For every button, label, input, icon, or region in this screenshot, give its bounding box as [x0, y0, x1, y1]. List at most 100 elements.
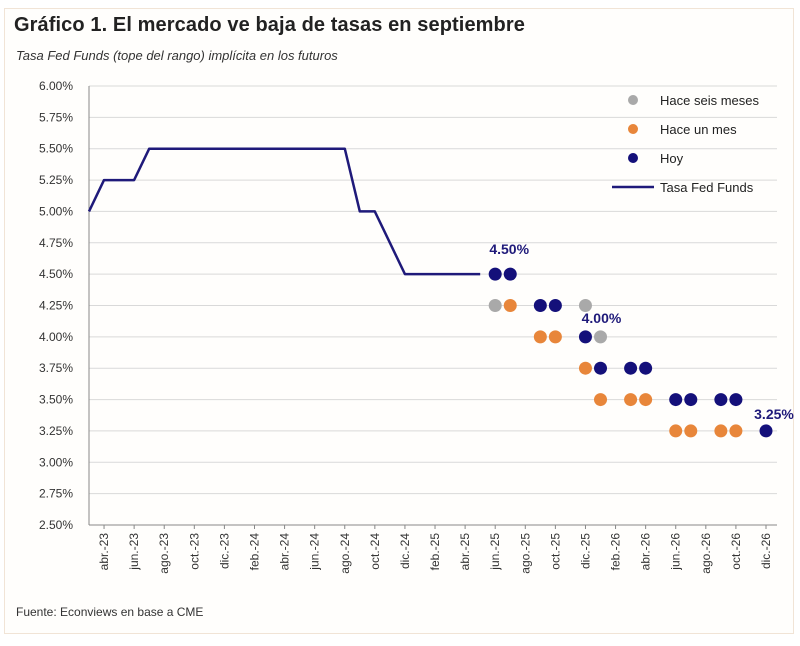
x-tick-label: oct.-23 — [187, 533, 201, 570]
x-tick-label: oct.-25 — [548, 533, 562, 570]
x-tick-group: dic.-23 — [217, 533, 231, 569]
y-tick-label: 6.00% — [39, 79, 73, 93]
x-tick-label: jun.-24 — [308, 533, 322, 571]
dot-hoy — [533, 299, 547, 312]
line-layer — [87, 147, 481, 276]
legend-swatch-hace-un-mes — [628, 124, 638, 134]
y-tick-label: 4.75% — [39, 236, 73, 250]
x-tick-label: jun.-23 — [127, 533, 141, 571]
x-tick-group: abr.-26 — [639, 533, 653, 571]
grid-layer — [89, 85, 777, 495]
series-line-tasa-fed-funds — [87, 147, 481, 276]
dot-hoy — [624, 361, 638, 375]
x-tick-group: oct.-26 — [729, 533, 743, 570]
x-tick-group: feb.-26 — [609, 533, 623, 571]
legend-label-hace-seis-meses: Hace seis meses — [660, 93, 759, 108]
x-tick-group: jun.-24 — [308, 533, 322, 571]
x-tick-group: ago.-25 — [518, 533, 532, 574]
annotation-layer: 4.50% 4.00% 3.25% — [489, 241, 794, 422]
x-tick-group: ago.-23 — [157, 533, 171, 574]
dot-hace-un-mes — [714, 424, 728, 438]
axis-layer: 2.50% 2.75% 3.00% 3.25% 3.50% 3.75% 4.00% 4.25%… — [39, 79, 777, 574]
dot-hoy — [488, 267, 502, 281]
y-tick-label: 3.25% — [39, 424, 73, 438]
legend-label-tasa-fed-funds: Tasa Fed Funds — [660, 180, 754, 195]
x-tick-label: ago.-23 — [157, 533, 171, 574]
y-tick-label: 3.50% — [39, 393, 73, 407]
x-tick-group: oct.-24 — [368, 533, 382, 570]
y-tick-label: 4.25% — [39, 299, 73, 313]
dot-hace-seis-meses — [488, 299, 502, 312]
legend: Hace seis meses Hace un mes Hoy Tasa Fed Fu… — [612, 93, 759, 195]
x-tick-label: feb.-26 — [609, 533, 623, 571]
x-tick-group: abr.-24 — [278, 533, 292, 571]
x-tick-label: feb.-25 — [428, 533, 442, 571]
dot-hoy — [714, 393, 728, 407]
y-tick-label: 5.25% — [39, 173, 73, 187]
y-tick-label: 5.50% — [39, 142, 73, 156]
y-tick-label: 3.75% — [39, 361, 73, 375]
dot-hace-un-mes — [639, 393, 653, 407]
dot-hace-un-mes — [503, 299, 517, 312]
dot-hoy — [669, 393, 683, 407]
dot-hace-un-mes — [578, 361, 592, 375]
y-tick-label: 3.00% — [39, 455, 73, 469]
y-tick-label: 4.00% — [39, 330, 73, 344]
legend-swatch-hace-seis-meses — [628, 95, 638, 105]
x-tick-label: ago.-24 — [338, 533, 352, 574]
dot-hoy — [729, 393, 743, 407]
dot-hace-un-mes — [533, 330, 547, 344]
dot-hoy — [548, 299, 562, 312]
data-label: 4.50% — [489, 241, 529, 257]
x-tick-label: ago.-26 — [699, 533, 713, 574]
x-tick-group: abr.-23 — [97, 533, 111, 571]
dot-hoy — [503, 267, 517, 281]
dot-hoy — [594, 361, 608, 375]
y-tick-label: 5.75% — [39, 110, 73, 124]
dot-hace-un-mes — [624, 393, 638, 407]
x-tick-label: feb.-24 — [247, 533, 261, 571]
dot-hace-un-mes — [729, 424, 743, 438]
x-tick-label: ago.-25 — [518, 533, 532, 574]
x-tick-label: abr.-25 — [458, 533, 472, 571]
x-tick-group: abr.-25 — [458, 533, 472, 571]
x-tick-label: abr.-23 — [97, 533, 111, 571]
y-tick-label: 4.50% — [39, 267, 73, 281]
legend-label-hace-un-mes: Hace un mes — [660, 122, 737, 137]
x-tick-group: feb.-25 — [428, 533, 442, 571]
x-tick-label: jun.-25 — [488, 533, 502, 571]
data-label: 4.00% — [582, 310, 622, 326]
dot-hace-seis-meses — [578, 299, 592, 312]
x-tick-group: ago.-24 — [338, 533, 352, 574]
x-tick-label: dic.-26 — [759, 533, 773, 569]
data-label: 3.25% — [754, 406, 794, 422]
dot-hace-un-mes — [669, 424, 683, 438]
x-tick-label: oct.-26 — [729, 533, 743, 570]
dot-hace-un-mes — [684, 424, 698, 438]
x-tick-group: feb.-24 — [247, 533, 261, 571]
x-tick-group: oct.-25 — [548, 533, 562, 570]
x-tick-group: dic.-25 — [578, 533, 592, 569]
dot-hace-seis-meses — [594, 330, 608, 344]
x-tick-label: abr.-26 — [639, 533, 653, 571]
dot-hoy — [578, 330, 592, 344]
legend-swatch-hoy — [628, 153, 638, 163]
legend-label-hoy: Hoy — [660, 151, 684, 166]
dot-hoy — [639, 361, 653, 375]
x-tick-group: dic.-26 — [759, 533, 773, 569]
x-tick-label: dic.-25 — [578, 533, 592, 569]
y-tick-label: 2.50% — [39, 518, 73, 532]
dot-hoy — [759, 424, 773, 438]
dot-hace-un-mes — [594, 393, 608, 407]
x-tick-label: jun.-26 — [669, 533, 683, 571]
x-tick-group: dic.-24 — [398, 533, 412, 569]
x-tick-group: ago.-26 — [699, 533, 713, 574]
chart-subtitle: Tasa Fed Funds (tope del rango) implícit… — [16, 48, 338, 63]
y-tick-label: 2.75% — [39, 487, 73, 501]
y-tick-label: 5.00% — [39, 204, 73, 218]
chart-title: Gráfico 1. El mercado ve baja de tasas e… — [14, 14, 525, 36]
x-tick-label: dic.-24 — [398, 533, 412, 569]
dot-hace-un-mes — [548, 330, 562, 344]
source-note: Fuente: Econviews en base a CME — [16, 605, 204, 619]
